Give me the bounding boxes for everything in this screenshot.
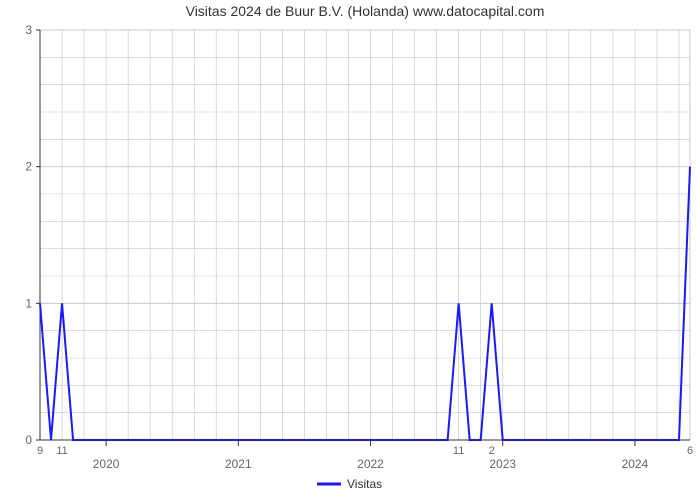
y-tick-label: 3 [25, 23, 32, 37]
x-year-label: 2021 [225, 457, 252, 471]
x-month-label: 9 [37, 445, 43, 457]
y-tick-label: 1 [25, 296, 32, 310]
x-month-label: 11 [56, 445, 67, 457]
chart-container: Visitas 2024 de Buur B.V. (Holanda) www.… [0, 0, 700, 500]
x-year-label: 2022 [357, 457, 384, 471]
legend-label: Visitas [347, 477, 382, 491]
x-year-label: 2023 [489, 457, 516, 471]
chart-bg [0, 0, 700, 500]
visits-line-chart: Visitas 2024 de Buur B.V. (Holanda) www.… [0, 0, 700, 500]
chart-title: Visitas 2024 de Buur B.V. (Holanda) www.… [186, 3, 545, 19]
x-year-label: 2020 [93, 457, 120, 471]
y-tick-label: 2 [25, 160, 32, 174]
y-tick-label: 0 [25, 433, 32, 447]
x-month-label: 6 [687, 445, 693, 457]
x-month-label: 11 [453, 445, 464, 457]
x-month-label: 2 [489, 445, 495, 457]
x-year-label: 2024 [622, 457, 649, 471]
